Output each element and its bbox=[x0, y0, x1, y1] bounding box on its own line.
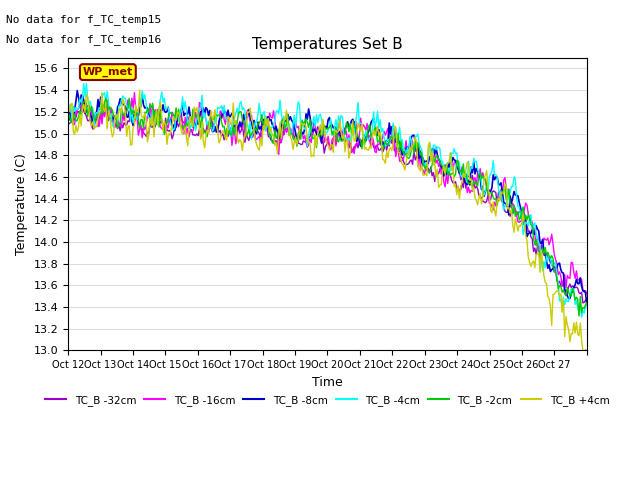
Title: Temperatures Set B: Temperatures Set B bbox=[252, 37, 403, 52]
X-axis label: Time: Time bbox=[312, 376, 343, 389]
Legend: TC_B -32cm, TC_B -16cm, TC_B -8cm, TC_B -4cm, TC_B -2cm, TC_B +4cm: TC_B -32cm, TC_B -16cm, TC_B -8cm, TC_B … bbox=[42, 391, 614, 410]
Y-axis label: Temperature (C): Temperature (C) bbox=[15, 153, 28, 255]
Text: No data for f_TC_temp16: No data for f_TC_temp16 bbox=[6, 34, 162, 45]
Text: No data for f_TC_temp15: No data for f_TC_temp15 bbox=[6, 14, 162, 25]
Text: WP_met: WP_met bbox=[83, 67, 133, 77]
